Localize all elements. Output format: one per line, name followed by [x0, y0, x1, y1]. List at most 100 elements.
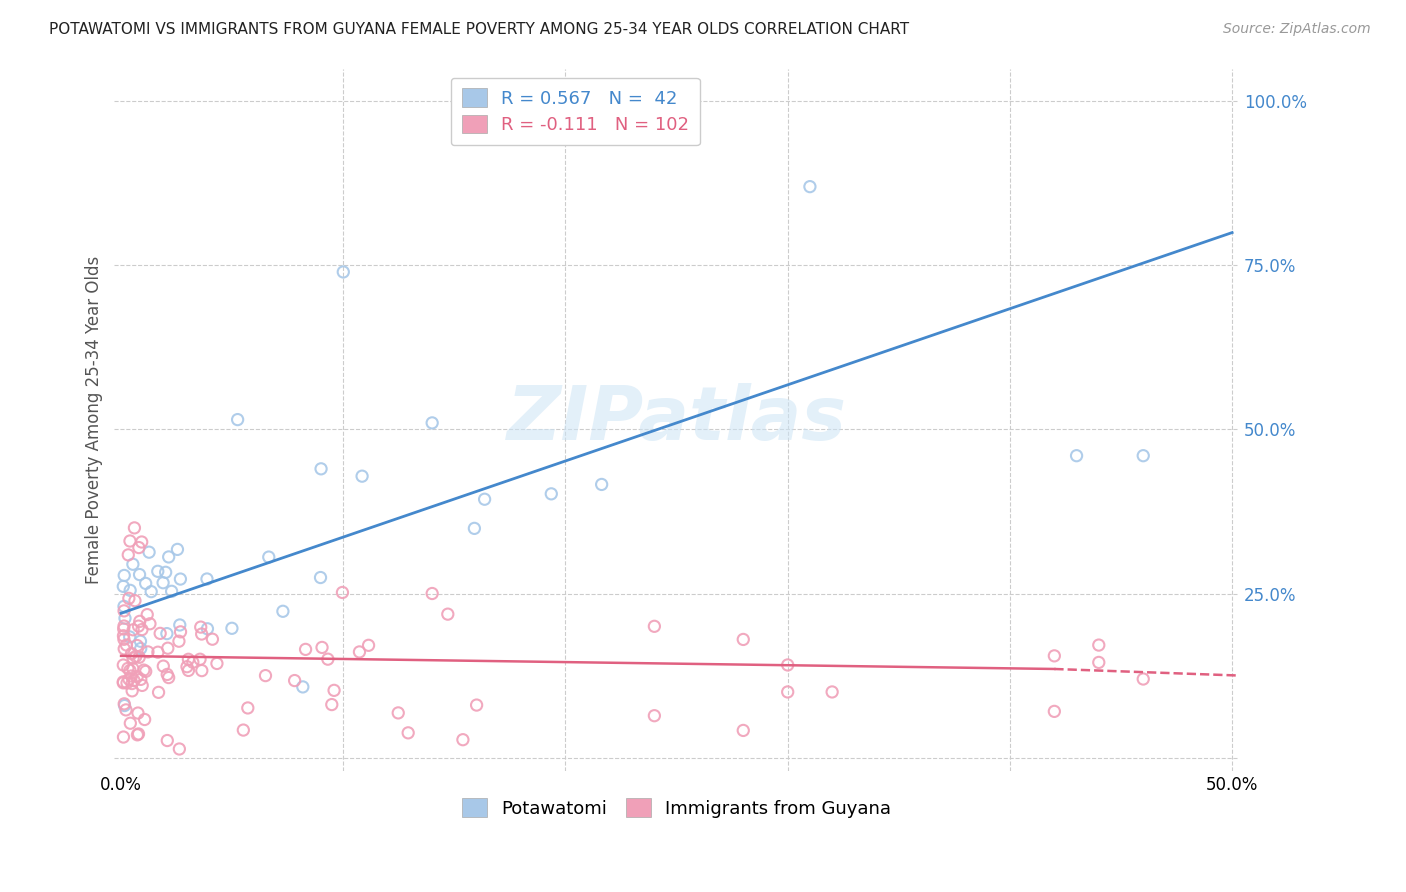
- Point: [114, 611, 136, 625]
- Point: [1066, 449, 1088, 463]
- Point: [152, 659, 174, 673]
- Point: [166, 542, 188, 557]
- Point: [136, 607, 159, 622]
- Point: [169, 572, 191, 586]
- Point: [112, 604, 135, 618]
- Point: [112, 619, 135, 633]
- Legend: Potawatomi, Immigrants from Guyana: Potawatomi, Immigrants from Guyana: [454, 791, 898, 825]
- Point: [156, 667, 179, 681]
- Point: [195, 572, 218, 586]
- Y-axis label: Female Poverty Among 25-34 Year Olds: Female Poverty Among 25-34 Year Olds: [86, 255, 103, 583]
- Point: [152, 575, 174, 590]
- Point: [131, 678, 153, 692]
- Point: [169, 742, 191, 756]
- Point: [131, 535, 153, 549]
- Point: [148, 685, 170, 699]
- Point: [156, 733, 179, 747]
- Point: [474, 492, 496, 507]
- Point: [112, 632, 135, 647]
- Point: [125, 649, 148, 664]
- Point: [115, 638, 138, 652]
- Point: [115, 703, 138, 717]
- Point: [118, 664, 141, 678]
- Point: [177, 664, 200, 678]
- Point: [127, 706, 149, 720]
- Point: [1132, 672, 1154, 686]
- Point: [396, 726, 419, 740]
- Point: [257, 550, 280, 565]
- Point: [316, 652, 339, 666]
- Point: [146, 564, 169, 578]
- Point: [124, 521, 146, 535]
- Point: [254, 668, 277, 682]
- Point: [141, 584, 163, 599]
- Point: [190, 620, 212, 634]
- Point: [191, 664, 214, 678]
- Point: [129, 641, 152, 656]
- Point: [291, 680, 314, 694]
- Point: [332, 265, 354, 279]
- Point: [176, 659, 198, 673]
- Text: POTAWATOMI VS IMMIGRANTS FROM GUYANA FEMALE POVERTY AMONG 25-34 YEAR OLDS CORREL: POTAWATOMI VS IMMIGRANTS FROM GUYANA FEM…: [49, 22, 910, 37]
- Point: [465, 698, 488, 712]
- Point: [134, 713, 156, 727]
- Point: [112, 599, 135, 614]
- Point: [118, 672, 141, 686]
- Point: [139, 616, 162, 631]
- Point: [387, 706, 409, 720]
- Point: [540, 487, 562, 501]
- Point: [776, 657, 799, 672]
- Point: [135, 665, 157, 679]
- Point: [169, 618, 191, 632]
- Point: [1043, 648, 1066, 663]
- Point: [799, 179, 821, 194]
- Point: [221, 621, 243, 635]
- Point: [117, 661, 139, 675]
- Point: [149, 626, 172, 640]
- Point: [122, 651, 145, 665]
- Point: [190, 627, 212, 641]
- Point: [117, 548, 139, 562]
- Point: [112, 658, 135, 673]
- Point: [821, 685, 844, 699]
- Point: [124, 593, 146, 607]
- Point: [332, 585, 354, 599]
- Point: [205, 657, 228, 671]
- Point: [128, 650, 150, 665]
- Point: [112, 629, 135, 643]
- Point: [112, 676, 135, 690]
- Point: [155, 566, 177, 580]
- Point: [323, 683, 346, 698]
- Point: [129, 673, 152, 687]
- Point: [135, 576, 157, 591]
- Point: [146, 645, 169, 659]
- Point: [112, 641, 135, 656]
- Point: [236, 701, 259, 715]
- Point: [156, 626, 179, 640]
- Point: [121, 676, 143, 690]
- Point: [232, 723, 254, 737]
- Point: [127, 639, 149, 653]
- Point: [177, 652, 200, 666]
- Point: [181, 655, 204, 669]
- Text: ZIPatlas: ZIPatlas: [506, 383, 846, 456]
- Point: [733, 723, 755, 738]
- Point: [197, 622, 219, 636]
- Point: [128, 615, 150, 629]
- Point: [311, 640, 333, 655]
- Point: [463, 521, 485, 535]
- Point: [121, 662, 143, 676]
- Point: [112, 568, 135, 582]
- Point: [420, 586, 443, 600]
- Point: [357, 638, 380, 652]
- Point: [157, 671, 180, 685]
- Point: [112, 730, 135, 744]
- Point: [121, 669, 143, 683]
- Point: [451, 732, 474, 747]
- Point: [138, 545, 160, 559]
- Point: [294, 642, 316, 657]
- Point: [118, 534, 141, 549]
- Point: [1087, 638, 1109, 652]
- Point: [352, 469, 374, 483]
- Point: [132, 663, 155, 677]
